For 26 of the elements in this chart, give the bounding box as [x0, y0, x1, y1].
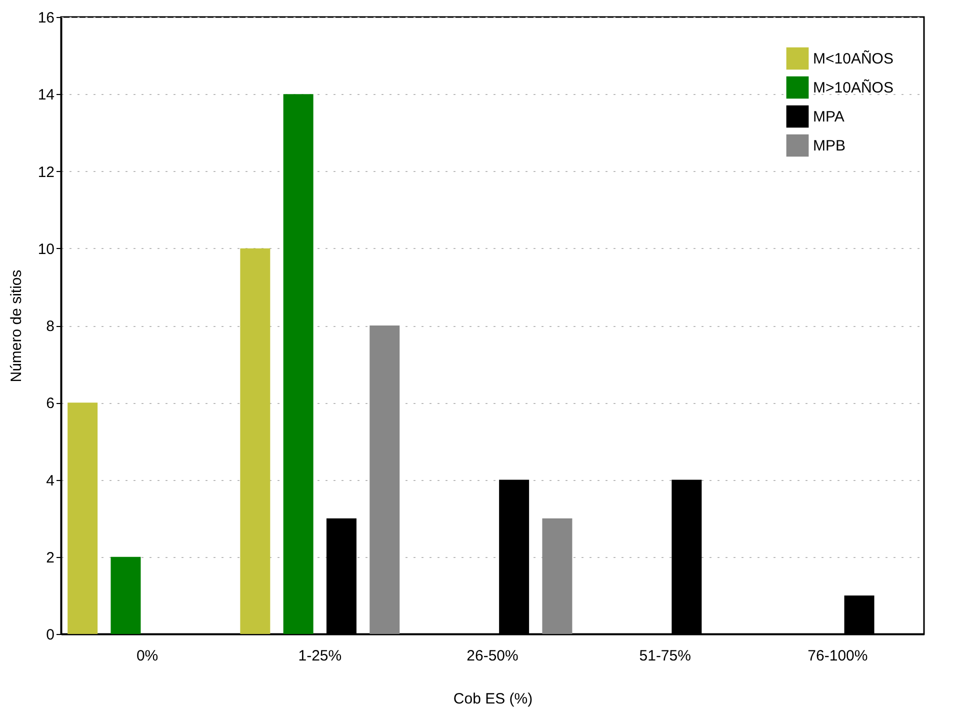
bar — [283, 94, 314, 634]
y-tick-label: 4 — [46, 472, 54, 490]
legend-label: MPA — [813, 108, 844, 126]
bar — [542, 518, 572, 634]
bar — [68, 402, 98, 634]
y-tick-label: 14 — [38, 86, 54, 104]
legend-label: MPB — [813, 138, 846, 154]
legend-label: M<10AÑOS — [813, 50, 894, 68]
x-axis-title: Cob ES (%) — [453, 690, 533, 708]
y-axis-title: Número de sitios — [8, 270, 25, 382]
x-tick-label: 76-100% — [808, 648, 868, 664]
y-tick-label: 12 — [38, 164, 54, 181]
y-tick-label: 8 — [46, 318, 54, 335]
bar — [370, 326, 400, 634]
x-tick-label: 51-75% — [639, 648, 691, 664]
y-tick-label: 16 — [38, 10, 54, 26]
y-tick-label: 6 — [46, 395, 54, 412]
x-tick-label: 0% — [136, 648, 158, 664]
bar — [110, 556, 141, 634]
x-tick-label: 1-25% — [298, 648, 342, 664]
x-tick-label: 26-50% — [466, 648, 518, 664]
bar — [240, 248, 270, 634]
legend-label: M>10AÑOS — [813, 78, 894, 96]
y-tick-label: 0 — [46, 626, 54, 644]
y-tick-label: 2 — [46, 549, 54, 566]
y-tick-label: 10 — [38, 240, 54, 258]
